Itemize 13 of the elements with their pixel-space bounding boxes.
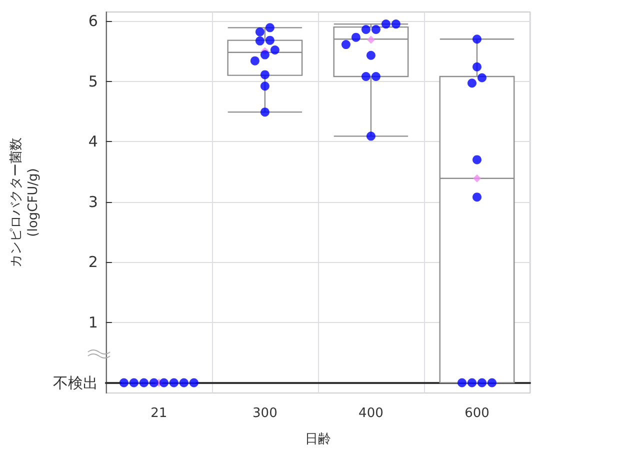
y-tick-label: 2 <box>88 253 98 272</box>
y-tick-label: 6 <box>88 12 98 30</box>
x-tick-label: 600 <box>464 406 490 421</box>
y-tick-label: 1 <box>88 313 98 332</box>
y-tick-label: 4 <box>88 132 98 151</box>
x-tick-label: 300 <box>252 406 278 421</box>
y-tick-label: 3 <box>88 192 98 211</box>
x-tick-label: 400 <box>358 406 384 421</box>
y-axis-title: カンピロバクター菌数 (logCFU/g) <box>9 138 41 268</box>
y-tick-label: 5 <box>88 72 98 90</box>
x-axis-title: 日齢 <box>304 432 331 447</box>
y-tick-label: 不検出 <box>52 374 98 392</box>
x-tick-label: 21 <box>150 406 168 421</box>
